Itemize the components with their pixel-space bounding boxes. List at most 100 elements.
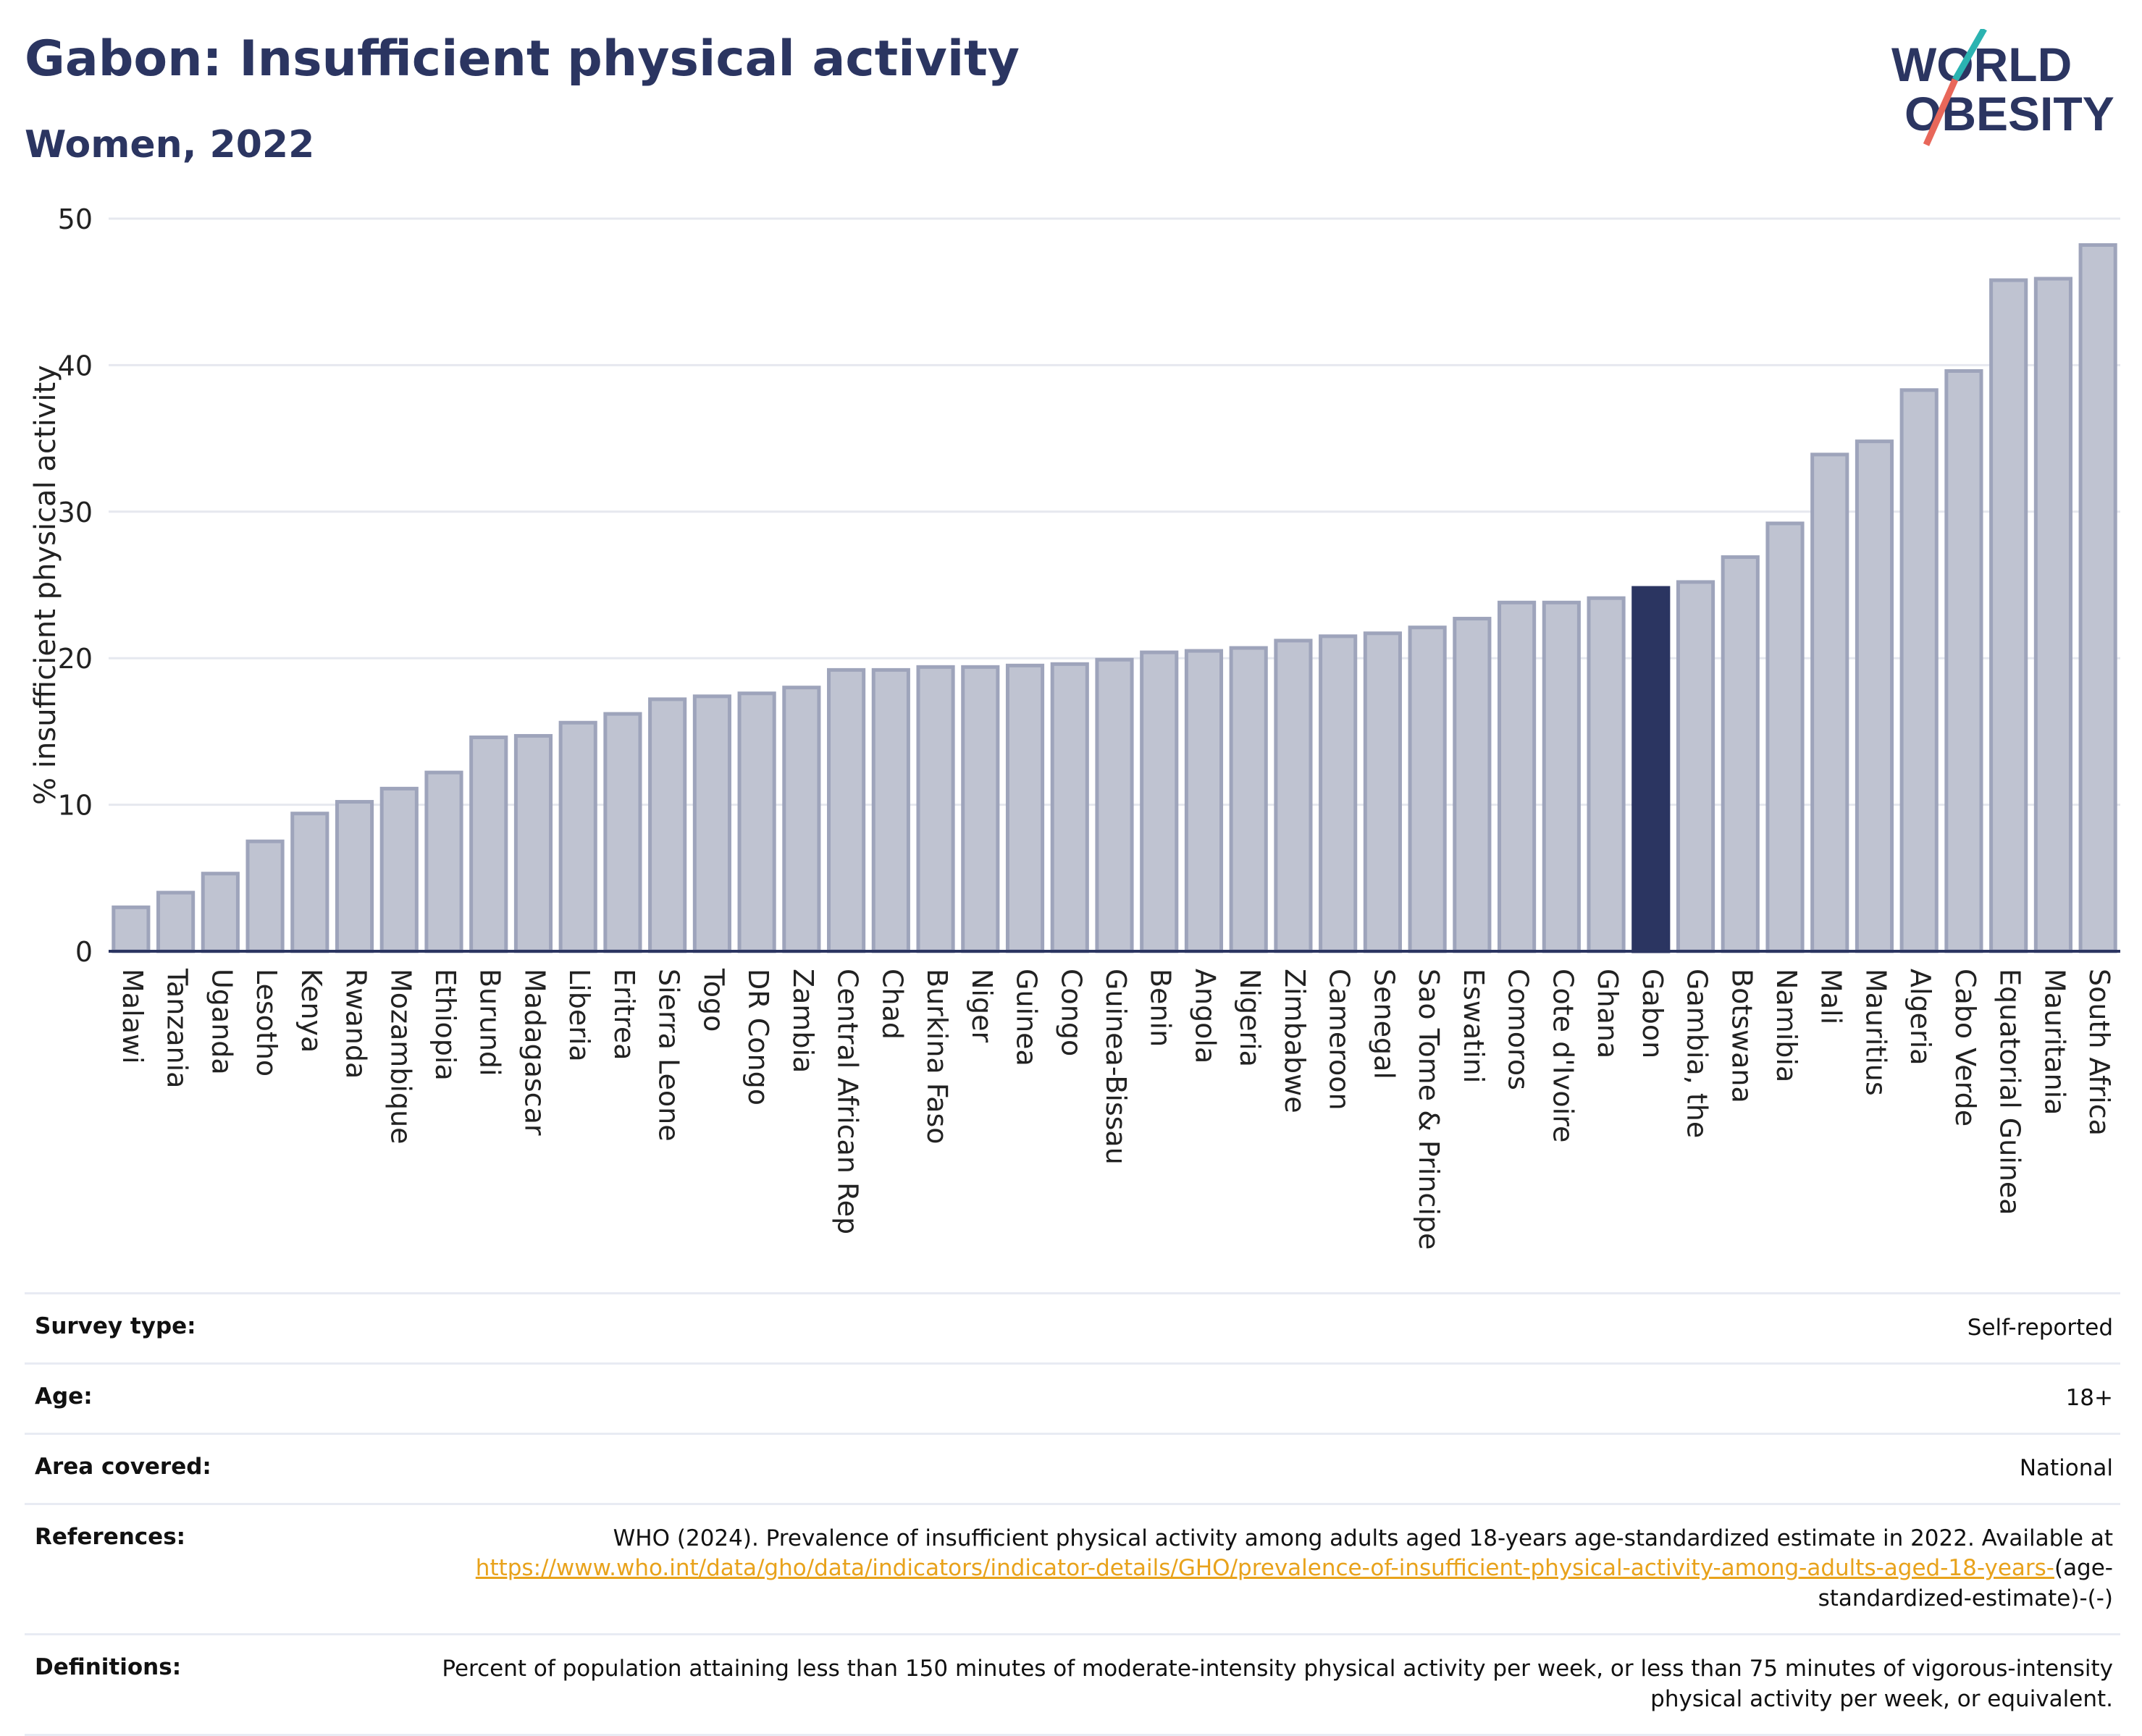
bar-chart: 0 10 20 30 40 50 Malawi Tanzania Uganda Lesotho K…	[29, 203, 2120, 1250]
x-tick-label: Sierra Leone	[653, 969, 685, 1142]
x-tick-label: Guinea-Bissau	[1100, 969, 1132, 1165]
x-tick-label: Tanzania	[161, 968, 193, 1088]
age-value: 18+	[397, 1362, 2120, 1434]
bar-togo	[692, 694, 731, 953]
x-tick-label: Uganda	[206, 969, 238, 1075]
references-value: WHO (2024). Prevalence of insufficient p…	[397, 1502, 2120, 1635]
bar-algeria	[1899, 388, 1939, 953]
x-tick-label: Burkina Faso	[921, 969, 953, 1145]
area-value: National	[397, 1432, 2120, 1504]
x-tick-label: Zambia	[787, 969, 819, 1073]
bar-angola	[1184, 649, 1224, 953]
bar-cabo-verde	[1944, 368, 1983, 953]
x-tick-label: Gabon	[1637, 969, 1668, 1058]
survey-type-label: Survey type:	[25, 1292, 397, 1364]
references-link[interactable]: https://www.who.int/data/gho/data/indica…	[475, 1555, 2054, 1582]
area-label: Area covered:	[25, 1432, 397, 1504]
definitions-label: Definitions:	[25, 1633, 397, 1736]
bar-namibia	[1765, 521, 1805, 953]
metadata-table: Survey type: Self-reported Age: 18+ Area…	[25, 1292, 2120, 1736]
y-tick-label: 0	[75, 936, 93, 968]
x-tick-label: Nigeria	[1234, 969, 1266, 1067]
x-tick-label: Equatorial Guinea	[1994, 969, 2026, 1215]
x-tick-label: Liberia	[563, 969, 595, 1062]
bar-nigeria	[1229, 646, 1268, 953]
bar-gambia-the	[1676, 580, 1715, 953]
bar-uganda	[201, 872, 240, 953]
bar-south-africa	[2078, 243, 2117, 953]
definitions-value: Percent of population attaining less tha…	[397, 1633, 2120, 1736]
bar-sao-tome-principe	[1408, 625, 1447, 953]
chart-bars	[112, 243, 2117, 953]
bar-madagascar	[513, 733, 553, 953]
bar-congo	[1050, 662, 1089, 953]
x-tick-label: Angola	[1189, 969, 1221, 1063]
bar-mauritania	[2033, 277, 2072, 953]
bar-ethiopia	[424, 770, 463, 953]
x-tick-label: Cabo Verde	[1949, 969, 1981, 1126]
y-tick-label: 20	[58, 643, 93, 675]
x-tick-label: Mozambique	[385, 969, 416, 1145]
x-tick-label: Malawi	[117, 969, 148, 1064]
page-subtitle: Women, 2022	[25, 123, 315, 167]
bar-lesotho	[245, 839, 285, 953]
x-tick-label: Togo	[697, 968, 729, 1032]
x-tick-label: Zimbabwe	[1279, 969, 1311, 1113]
bar-tanzania	[156, 890, 196, 953]
bar-sierra-leone	[648, 697, 687, 953]
logo-slash-coral	[1923, 78, 1959, 146]
bar-mauritius	[1855, 439, 1894, 953]
age-label: Age:	[25, 1362, 397, 1434]
y-tick-label: 40	[58, 350, 93, 382]
bar-eswatini	[1453, 617, 1492, 953]
x-tick-label: DR Congo	[742, 969, 774, 1105]
x-tick-label: Gambia, the	[1681, 969, 1713, 1138]
x-tick-label: Botswana	[1726, 969, 1757, 1103]
bar-zambia	[782, 686, 821, 953]
references-label: References:	[25, 1502, 397, 1635]
bar-gabon	[1631, 586, 1671, 953]
logo-text-world: WORLD	[1891, 38, 2072, 91]
x-tick-label: Mauritius	[1860, 969, 1891, 1096]
x-tick-label: Chad	[876, 969, 908, 1040]
x-tick-label: Cameroon	[1324, 969, 1356, 1111]
x-tick-label: Benin	[1145, 969, 1177, 1047]
x-tick-label: Guinea	[1011, 969, 1043, 1066]
x-tick-label: Madagascar	[518, 969, 550, 1136]
logo-text-obesity: OBESITY	[1904, 87, 2114, 140]
bar-ghana	[1587, 596, 1626, 953]
meta-row-age: Age: 18+	[25, 1362, 2120, 1434]
bar-guinea-bissau	[1095, 657, 1134, 953]
x-tick-label: Mali	[1815, 969, 1847, 1024]
x-tick-label: Algeria	[1904, 969, 1936, 1066]
bar-cote-d-ivoire	[1542, 600, 1581, 953]
x-tick-label: Kenya	[295, 969, 327, 1053]
bar-eritrea	[603, 712, 642, 953]
bar-kenya	[290, 812, 329, 953]
references-text: WHO (2024). Prevalence of insufficient p…	[613, 1525, 2113, 1551]
x-tick-label: South Africa	[2083, 969, 2115, 1136]
page-title: Gabon: Insufficient physical activity	[25, 30, 1020, 88]
bar-malawi	[112, 905, 151, 953]
bar-central-african-rep	[827, 667, 866, 953]
x-tick-label: Senegal	[1368, 969, 1400, 1079]
x-tick-label: Comoros	[1503, 969, 1534, 1090]
bar-dr-congo	[737, 691, 776, 953]
x-tick-label: Ethiopia	[429, 969, 461, 1081]
survey-type-value: Self-reported	[397, 1292, 2120, 1364]
logo-slash-teal	[1952, 29, 1987, 82]
x-tick-label: Rwanda	[340, 969, 372, 1079]
bar-liberia	[558, 720, 597, 953]
y-axis-ticks: 0 10 20 30 40 50	[58, 203, 93, 968]
world-obesity-logo: WORLD OBESITY	[1891, 29, 2114, 146]
bar-burundi	[469, 735, 508, 953]
x-tick-label: Congo	[1055, 969, 1087, 1056]
y-tick-label: 10	[58, 790, 93, 822]
bar-comoros	[1498, 600, 1537, 953]
bar-botswana	[1721, 555, 1760, 953]
bar-rwanda	[335, 800, 374, 953]
references-suffix: (age-standardized-estimate)-(-)	[1818, 1555, 2113, 1612]
x-axis-ticks: Malawi Tanzania Uganda Lesotho Kenya Rwanda Mo…	[117, 968, 2115, 1250]
x-tick-label: Cote d'Ivoire	[1547, 969, 1579, 1142]
x-tick-label: Lesotho	[251, 969, 282, 1076]
